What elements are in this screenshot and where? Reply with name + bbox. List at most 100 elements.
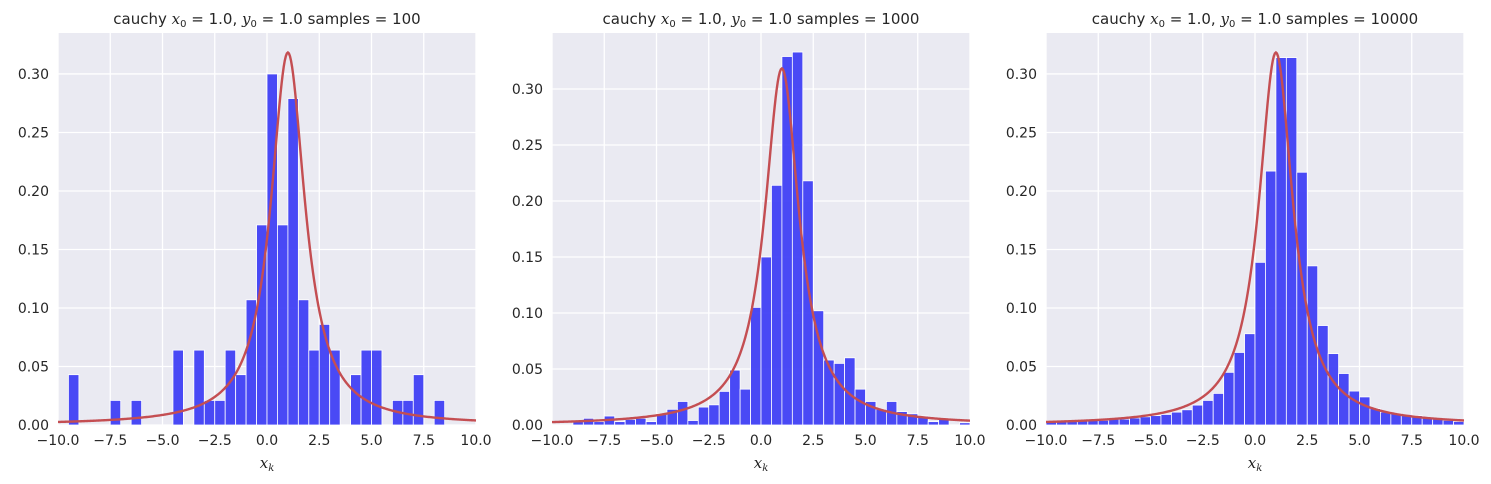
histogram-bar <box>823 359 835 425</box>
histogram-bar <box>130 400 142 425</box>
histogram-bar <box>109 400 122 425</box>
x-tick-label: 5.0 <box>1348 433 1370 449</box>
title-y0-subscript: 0 <box>1229 19 1235 30</box>
x-axis-label-subscript: k <box>762 463 768 474</box>
x-tick-label: −5.0 <box>640 433 674 449</box>
histogram-bar <box>266 73 278 425</box>
cauchy-pdf-line <box>58 50 476 424</box>
x-tick-label: −5.0 <box>146 433 180 449</box>
histogram-bar <box>329 349 341 425</box>
title-prefix: cauchy <box>603 10 661 28</box>
chart-title: cauchy x0 = 1.0, y0 = 1.0 samples = 1000… <box>1092 10 1418 30</box>
cauchy-pdf-line <box>1046 50 1464 424</box>
histogram-bar <box>318 323 331 425</box>
y-tick-label: 0.00 <box>512 418 543 434</box>
histogram-bar <box>1181 409 1193 425</box>
title-prefix: cauchy <box>1092 10 1150 28</box>
histogram-bar <box>1285 57 1298 425</box>
histogram-bar <box>854 388 866 425</box>
histogram-bar <box>1202 400 1214 425</box>
title-y0-value: = 1.0 <box>257 10 303 28</box>
y-tick-label: 0.00 <box>18 418 49 434</box>
title-y0-symbol: y <box>241 10 251 28</box>
title-x0-value: = 1.0, <box>676 10 732 28</box>
histogram-bar <box>1139 416 1151 425</box>
histogram-bar <box>203 400 216 425</box>
histogram-bar <box>687 420 699 425</box>
x-tick-label: 7.5 <box>907 433 929 449</box>
y-tick-label: 0.30 <box>512 82 543 98</box>
y-tick-label: 0.25 <box>512 138 543 154</box>
x-tick-label: 10.0 <box>954 433 985 449</box>
title-y0-subscript: 0 <box>250 19 256 30</box>
y-tick-label: 0.25 <box>1006 125 1037 141</box>
histogram-bar <box>1223 371 1235 425</box>
title-y0-subscript: 0 <box>740 19 746 30</box>
histogram-bar <box>1129 417 1141 425</box>
histogram-bar <box>433 400 446 425</box>
x-tick-label: 2.5 <box>1296 433 1318 449</box>
x-tick-label: −2.5 <box>692 433 726 449</box>
title-y0-value: = 1.0 <box>1235 10 1281 28</box>
histogram-bar <box>917 415 929 425</box>
chart-panel-2: 0.000.050.100.150.200.250.30−10.0 −7.5 −5.… <box>512 10 986 474</box>
histogram-bar <box>1453 421 1464 425</box>
histogram-bar <box>68 374 80 425</box>
x-tick-label: −5.0 <box>1134 433 1168 449</box>
x-tick-label: 0.0 <box>256 433 278 449</box>
chart-panel-1: 0.000.050.100.150.200.250.30−10.0 −7.5 −5.… <box>18 10 492 474</box>
histogram-bar <box>1150 415 1162 425</box>
histogram <box>552 51 970 425</box>
x-tick-label: 7.5 <box>1401 433 1423 449</box>
histogram-bar <box>760 256 772 425</box>
y-tick-label: 0.05 <box>18 359 49 375</box>
histogram-bar <box>1265 170 1277 425</box>
x-tick-label: −2.5 <box>1186 433 1220 449</box>
histogram-bar <box>277 224 289 425</box>
title-y0-symbol: y <box>730 10 740 28</box>
x-axis-label-main: x <box>260 454 269 472</box>
y-tick-label: 0.05 <box>1006 359 1037 375</box>
histogram-bar <box>708 404 720 425</box>
histogram-bar <box>1160 414 1172 425</box>
x-axis-label-subscript: k <box>268 463 274 474</box>
y-tick-label: 0.10 <box>18 301 49 317</box>
x-tick-label: 5.0 <box>854 433 876 449</box>
histogram-bar <box>1212 393 1225 425</box>
title-samples: samples = 100 <box>303 10 421 28</box>
y-tick-label: 0.30 <box>1006 67 1037 83</box>
histogram-bar <box>833 362 846 425</box>
histogram-bar <box>697 406 710 425</box>
x-tick-label: −7.5 <box>587 433 621 449</box>
histogram-bar <box>1338 373 1350 425</box>
y-tick-label: 0.00 <box>1006 418 1037 434</box>
histogram-bar <box>371 349 383 425</box>
x-tick-label: 0.0 <box>1244 433 1266 449</box>
histogram-bar <box>677 401 689 425</box>
histogram-bar <box>1191 404 1204 425</box>
histogram-bar <box>1327 353 1340 425</box>
x-tick-label: 5.0 <box>360 433 382 449</box>
histogram-bar <box>624 418 637 425</box>
histogram-bar <box>729 369 741 425</box>
title-prefix: cauchy <box>113 10 171 28</box>
histogram-bar <box>1359 396 1371 425</box>
histogram-bar <box>172 349 184 425</box>
title-x0-subscript: 0 <box>1159 19 1165 30</box>
histogram-bar <box>214 400 226 425</box>
x-axis-label-main: x <box>1248 454 1257 472</box>
histogram-bar <box>1380 411 1392 425</box>
histogram-bar <box>927 421 940 425</box>
histogram-bar <box>1233 352 1245 425</box>
title-x0-symbol: x <box>661 10 670 28</box>
x-tick-label: −7.5 <box>93 433 127 449</box>
histogram <box>1046 50 1464 425</box>
histogram-bar <box>635 417 647 425</box>
title-x0-subscript: 0 <box>180 19 186 30</box>
histogram-bar <box>1244 333 1256 425</box>
histogram-bar <box>1348 390 1360 425</box>
x-tick-label: 10.0 <box>1448 433 1479 449</box>
x-tick-label: 0.0 <box>750 433 772 449</box>
y-tick-label: 0.10 <box>512 306 543 322</box>
